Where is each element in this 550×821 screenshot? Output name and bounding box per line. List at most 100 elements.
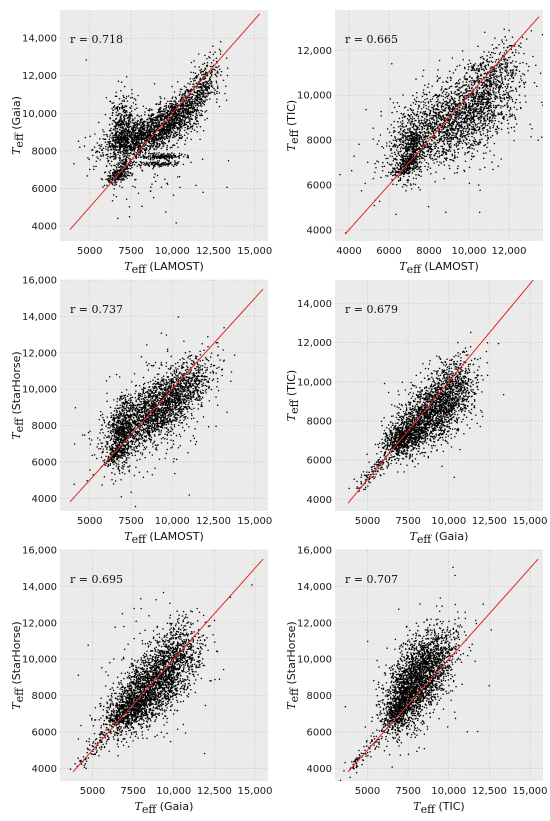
scatter-point — [431, 128, 434, 131]
scatter-point — [466, 119, 468, 121]
scatter-point — [141, 137, 143, 140]
scatter-point — [124, 168, 127, 170]
scatter-point — [433, 105, 435, 108]
scatter-point — [455, 105, 457, 108]
scatter-point — [194, 79, 196, 82]
scatter-point — [152, 122, 154, 125]
scatter-point — [200, 113, 203, 115]
scatter-point — [464, 120, 467, 123]
scatter-point — [132, 143, 134, 145]
scatter-point — [121, 165, 123, 168]
scatter-point — [195, 98, 197, 101]
scatter-point — [523, 83, 525, 85]
scatter-point — [436, 107, 438, 110]
scatter-point — [159, 130, 161, 132]
scatter-point — [196, 99, 199, 101]
scatter-point — [204, 95, 206, 97]
scatter-point — [430, 150, 432, 153]
scatter-point — [461, 108, 463, 110]
scatter-point — [185, 116, 187, 118]
scatter-point — [213, 68, 215, 71]
scatter-point — [438, 156, 440, 158]
scatter-point — [132, 126, 134, 128]
scatter-point — [178, 155, 180, 158]
scatter-point — [178, 157, 180, 159]
scatter-point — [166, 114, 169, 116]
scatter-point — [118, 121, 121, 123]
scatter-point — [171, 163, 173, 166]
scatter-point — [150, 143, 152, 145]
scatter-point — [471, 144, 473, 146]
scatter-point — [197, 122, 200, 125]
scatter-point — [171, 120, 173, 122]
scatter-point — [126, 138, 128, 141]
scatter-point — [150, 140, 153, 143]
scatter-point — [113, 121, 115, 123]
scatter-point — [191, 118, 194, 121]
scatter-point — [191, 110, 194, 112]
scatter-point — [446, 104, 449, 107]
scatter-point — [130, 128, 133, 131]
scatter-point — [173, 122, 176, 125]
scatter-point — [443, 137, 445, 139]
scatter-point — [225, 85, 227, 87]
scatter-point — [472, 125, 475, 128]
scatter-point — [128, 133, 131, 135]
scatter-point — [156, 174, 159, 177]
scatter-point — [117, 164, 119, 167]
scatter-point — [151, 152, 154, 155]
scatter-point — [443, 131, 446, 133]
scatter-point — [116, 114, 119, 117]
scatter-point — [136, 165, 138, 167]
scatter-point — [188, 118, 190, 120]
scatter-point — [420, 101, 422, 104]
scatter-point — [155, 115, 158, 118]
scatter-point — [154, 138, 156, 140]
scatter-point — [211, 71, 213, 74]
scatter-point — [208, 77, 211, 80]
scatter-point — [120, 123, 123, 125]
scatter-point — [133, 153, 135, 156]
scatter-point — [165, 211, 167, 213]
scatter-point — [392, 183, 394, 186]
scatter-point — [96, 156, 98, 158]
scatter-point — [114, 130, 116, 132]
scatter-point — [431, 114, 433, 117]
scatter-point — [193, 109, 196, 112]
scatter-point — [133, 151, 136, 153]
scatter-point — [447, 120, 449, 122]
scatter-point — [455, 136, 458, 138]
scatter-point — [502, 105, 504, 108]
scatter-point — [136, 107, 138, 109]
scatter-point — [112, 109, 114, 111]
scatter-point — [477, 108, 479, 110]
scatter-point — [124, 158, 127, 160]
scatter-point — [184, 139, 187, 142]
scatter-point — [446, 113, 449, 116]
scatter-point — [465, 103, 467, 105]
scatter-point — [173, 116, 175, 118]
scatter-point — [424, 165, 426, 168]
scatter-point — [122, 147, 125, 150]
scatter-point — [151, 108, 153, 111]
scatter-point — [143, 123, 145, 125]
scatter-point — [432, 148, 434, 151]
scatter-point — [173, 103, 175, 106]
scatter-point — [415, 130, 417, 133]
scatter-point — [497, 112, 499, 114]
scatter-point — [118, 159, 121, 162]
scatter-point — [182, 102, 184, 105]
scatter-point — [187, 105, 189, 108]
scatter-point — [166, 146, 168, 149]
scatter-point — [507, 122, 510, 125]
scatter-point — [183, 94, 185, 96]
scatter-point — [125, 95, 128, 98]
scatter-point — [425, 116, 428, 118]
scatter-point — [528, 65, 530, 68]
scatter-point — [184, 143, 186, 146]
scatter-point — [509, 115, 512, 118]
scatter-point — [199, 138, 201, 141]
scatter-point — [108, 159, 110, 162]
scatter-point — [189, 123, 192, 126]
scatter-point — [469, 119, 471, 122]
